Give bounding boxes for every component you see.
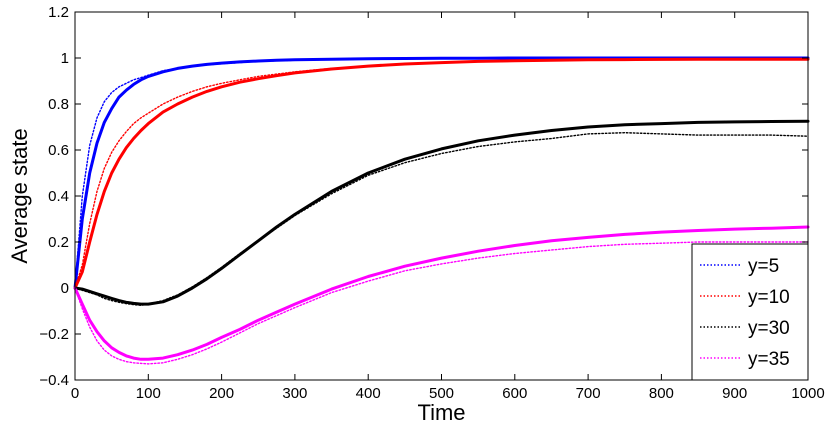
series-line [74, 57, 809, 289]
x-tick-label: 0 [71, 385, 79, 402]
legend-label: y=10 [748, 287, 790, 308]
y-tick-label: 1 [61, 50, 69, 67]
x-tick-label: 500 [429, 385, 454, 402]
y-tick-label: 0 [61, 280, 69, 297]
series-line [73, 225, 810, 361]
x-tick-label: 100 [136, 385, 161, 402]
x-tick-label: 300 [282, 385, 307, 402]
x-axis: 0 100 200 300 400 500 600 700 800 900 1000 [71, 12, 825, 402]
x-axis-title: Time [417, 400, 465, 425]
x-tick-label: 1000 [791, 385, 824, 402]
x-tick-label: 800 [649, 385, 674, 402]
legend-label: y=5 [748, 256, 779, 277]
legend: y=5 y=10 y=30 y=35 [691, 243, 809, 381]
y-axis: −0.4 −0.2 0 0.2 0.4 0.6 0.8 1 1.2 [39, 4, 808, 389]
series-line [74, 58, 809, 289]
legend-label: y=30 [748, 318, 790, 339]
x-tick-label: 900 [722, 385, 747, 402]
x-tick-label: 700 [576, 385, 601, 402]
y-tick-label: 1.2 [48, 4, 69, 21]
y-axis-title: Average state [7, 128, 32, 263]
y-tick-label: 0.8 [48, 96, 69, 113]
y-tick-label: −0.4 [39, 372, 69, 389]
x-tick-label: 400 [356, 385, 381, 402]
y-tick-label: 0.2 [48, 234, 69, 251]
y-tick-label: −0.2 [39, 326, 69, 343]
x-tick-label: 200 [209, 385, 234, 402]
series-line [74, 241, 809, 365]
y-tick-label: 0.4 [48, 188, 69, 205]
y-tick-label: 0.6 [48, 142, 69, 159]
x-tick-label: 600 [502, 385, 527, 402]
plot-area [73, 56, 810, 365]
legend-label: y=35 [748, 349, 790, 370]
series-line [74, 131, 809, 306]
